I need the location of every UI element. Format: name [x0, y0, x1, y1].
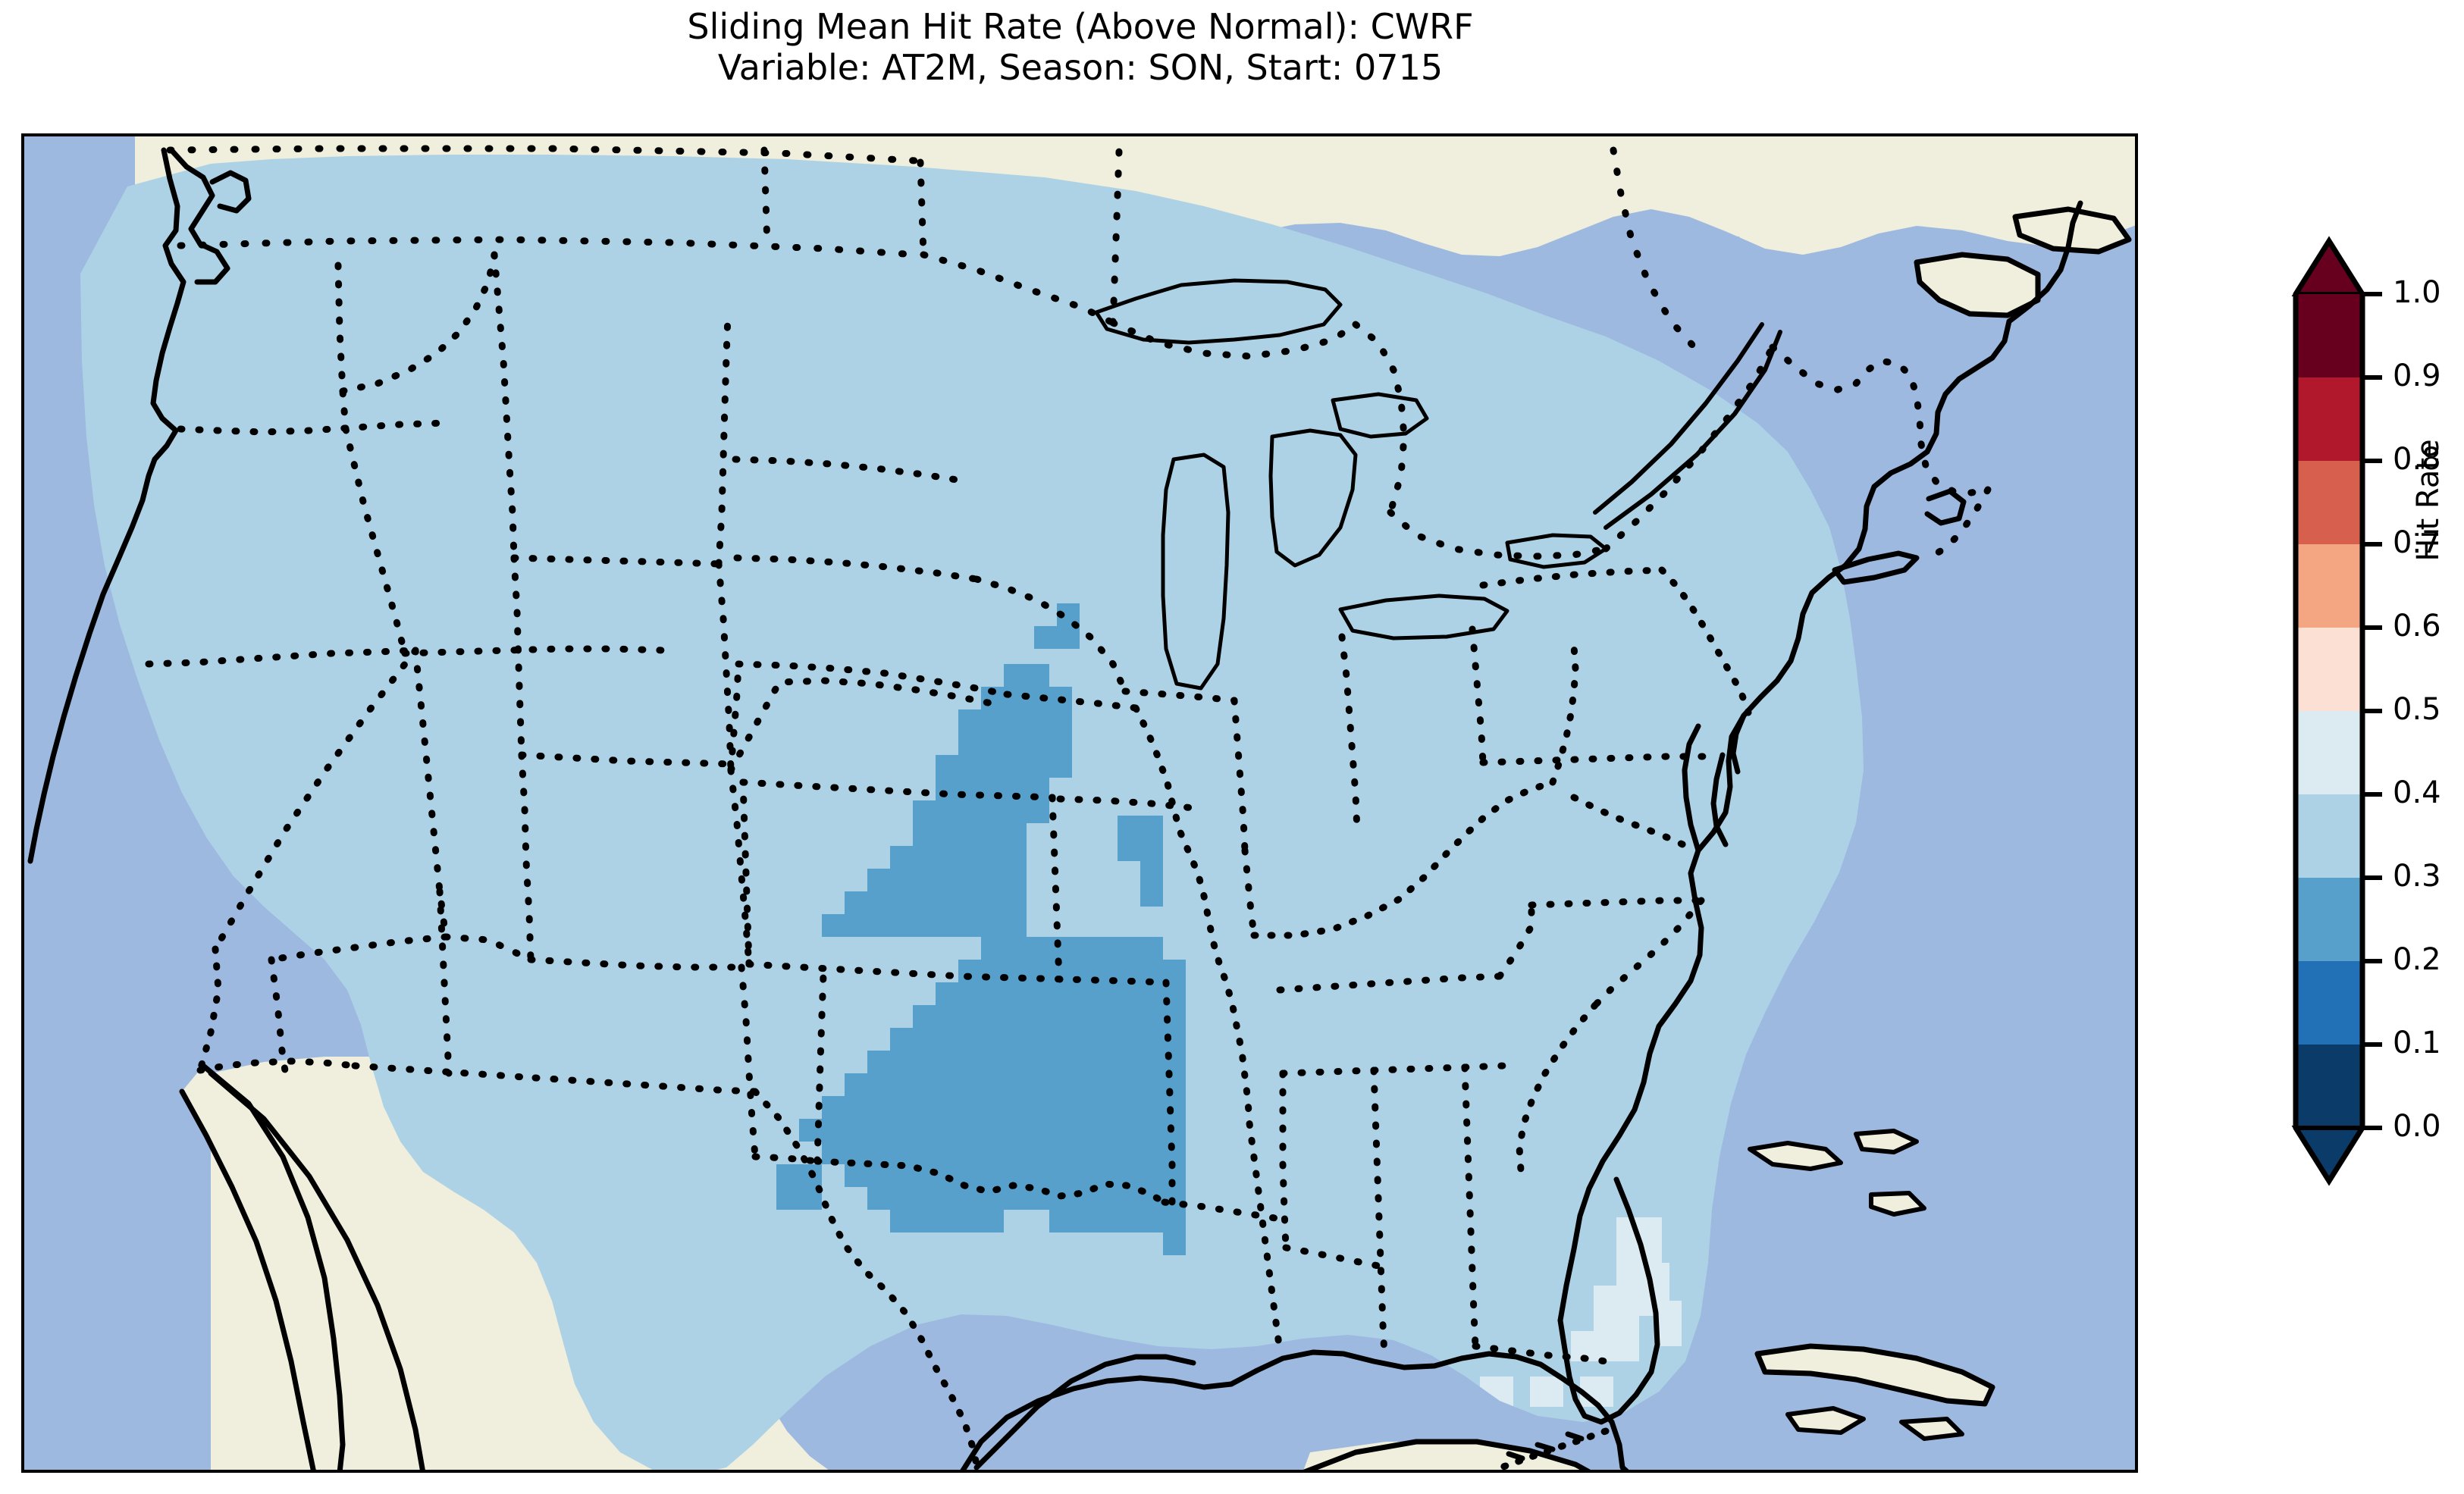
map-axes	[21, 133, 2138, 1473]
cb-tick-10: 0.1	[2393, 1026, 2441, 1060]
colorbar-svg: 1.0 0.9 0.8 0.7 0.6 0.5 0.4 0.3 0.2 0.1 …	[2291, 236, 2441, 1186]
cb-tick-9: 0.2	[2393, 942, 2441, 977]
colorbar-over-arrow	[2291, 236, 2367, 296]
page-subtitle: Variable: AT2M, Season: SON, Start: 0715	[717, 47, 1444, 89]
cb-tick-11: 0.0	[2393, 1109, 2441, 1144]
colorbar: 1.0 0.9 0.8 0.7 0.6 0.5 0.4 0.3 0.2 0.1 …	[2290, 227, 2464, 1410]
map-canvas	[24, 136, 2135, 1470]
chart-title-block: Sliding Mean Hit Rate (Above Normal): CW…	[0, 6, 2161, 89]
cb-tick-3: 0.8	[2393, 442, 2441, 477]
page-title: Sliding Mean Hit Rate (Above Normal): CW…	[687, 6, 1474, 47]
cb-tick-6: 0.5	[2393, 692, 2441, 727]
cb-tick-7: 0.4	[2393, 775, 2441, 810]
cb-tick-1: 1.0	[2393, 275, 2441, 310]
colorbar-axis-label: Hit Rate	[2411, 439, 2446, 562]
cb-tick-5: 0.6	[2393, 609, 2441, 644]
state-and-national-borders	[145, 145, 1992, 1470]
colorbar-tick-labels: 1.0 0.9 0.8 0.7 0.6 0.5 0.4 0.3 0.2 0.1 …	[2393, 275, 2441, 1144]
cb-tick-4: 0.7	[2393, 525, 2441, 560]
colorbar-under-arrow	[2291, 1126, 2367, 1185]
cb-tick-8: 0.3	[2393, 859, 2441, 894]
cb-tick-2: 0.9	[2393, 359, 2441, 393]
colorbar-ticks	[2362, 292, 2382, 1130]
colorbar-bands	[2296, 294, 2362, 1128]
